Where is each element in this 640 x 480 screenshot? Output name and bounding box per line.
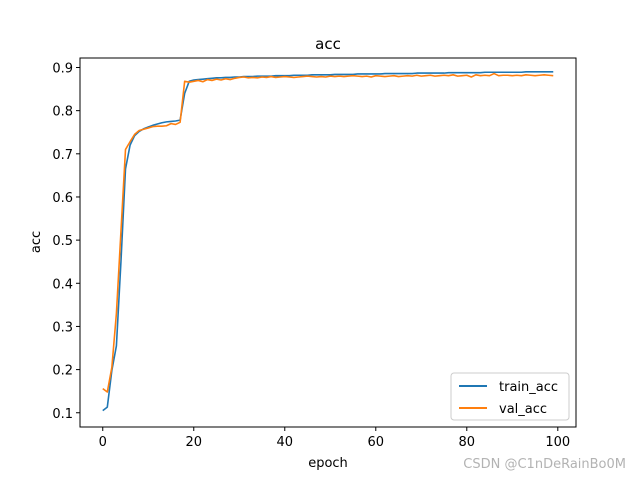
x-tick-label: 80 [459, 435, 476, 450]
x-tick-label: 20 [185, 435, 202, 450]
legend-label-train-acc: train_acc [499, 380, 558, 395]
series-line-val-acc [102, 72, 554, 393]
x-tick-label: 100 [545, 435, 570, 450]
axes-frame [79, 57, 577, 428]
watermark: CSDN @C1nDeRainBo0M [463, 457, 626, 472]
y-tick-label: 0.1 [52, 407, 73, 422]
chart-title: acc [315, 35, 341, 53]
y-tick-label: 0.6 [52, 191, 73, 206]
y-tick-label: 0.9 [52, 61, 73, 76]
legend-label-val-acc: val_acc [499, 402, 547, 417]
plot-area: 0 20 40 60 80 100 0.1 0.2 0.3 0.4 0.5 0.6 0.7 0.8 0.9 [52, 57, 577, 450]
y-axis-ticks: 0.1 0.2 0.3 0.4 0.5 0.6 0.7 0.8 0.9 [52, 61, 80, 422]
x-tick-label: 0 [99, 435, 107, 450]
y-tick-label: 0.8 [52, 105, 73, 120]
y-axis-label: acc [29, 231, 44, 253]
x-tick-label: 60 [368, 435, 385, 450]
y-tick-label: 0.5 [52, 234, 73, 249]
series-lines [102, 71, 554, 412]
y-tick-label: 0.4 [52, 277, 73, 292]
x-axis-ticks: 0 20 40 60 80 100 [99, 427, 570, 450]
y-tick-label: 0.3 [52, 320, 73, 335]
series-line-train-acc [102, 71, 554, 412]
y-tick-label: 0.2 [52, 364, 73, 379]
legend: train_acc val_acc [450, 372, 570, 421]
x-axis-label: epoch [308, 456, 348, 471]
y-tick-label: 0.7 [52, 148, 73, 163]
x-tick-label: 40 [276, 435, 293, 450]
